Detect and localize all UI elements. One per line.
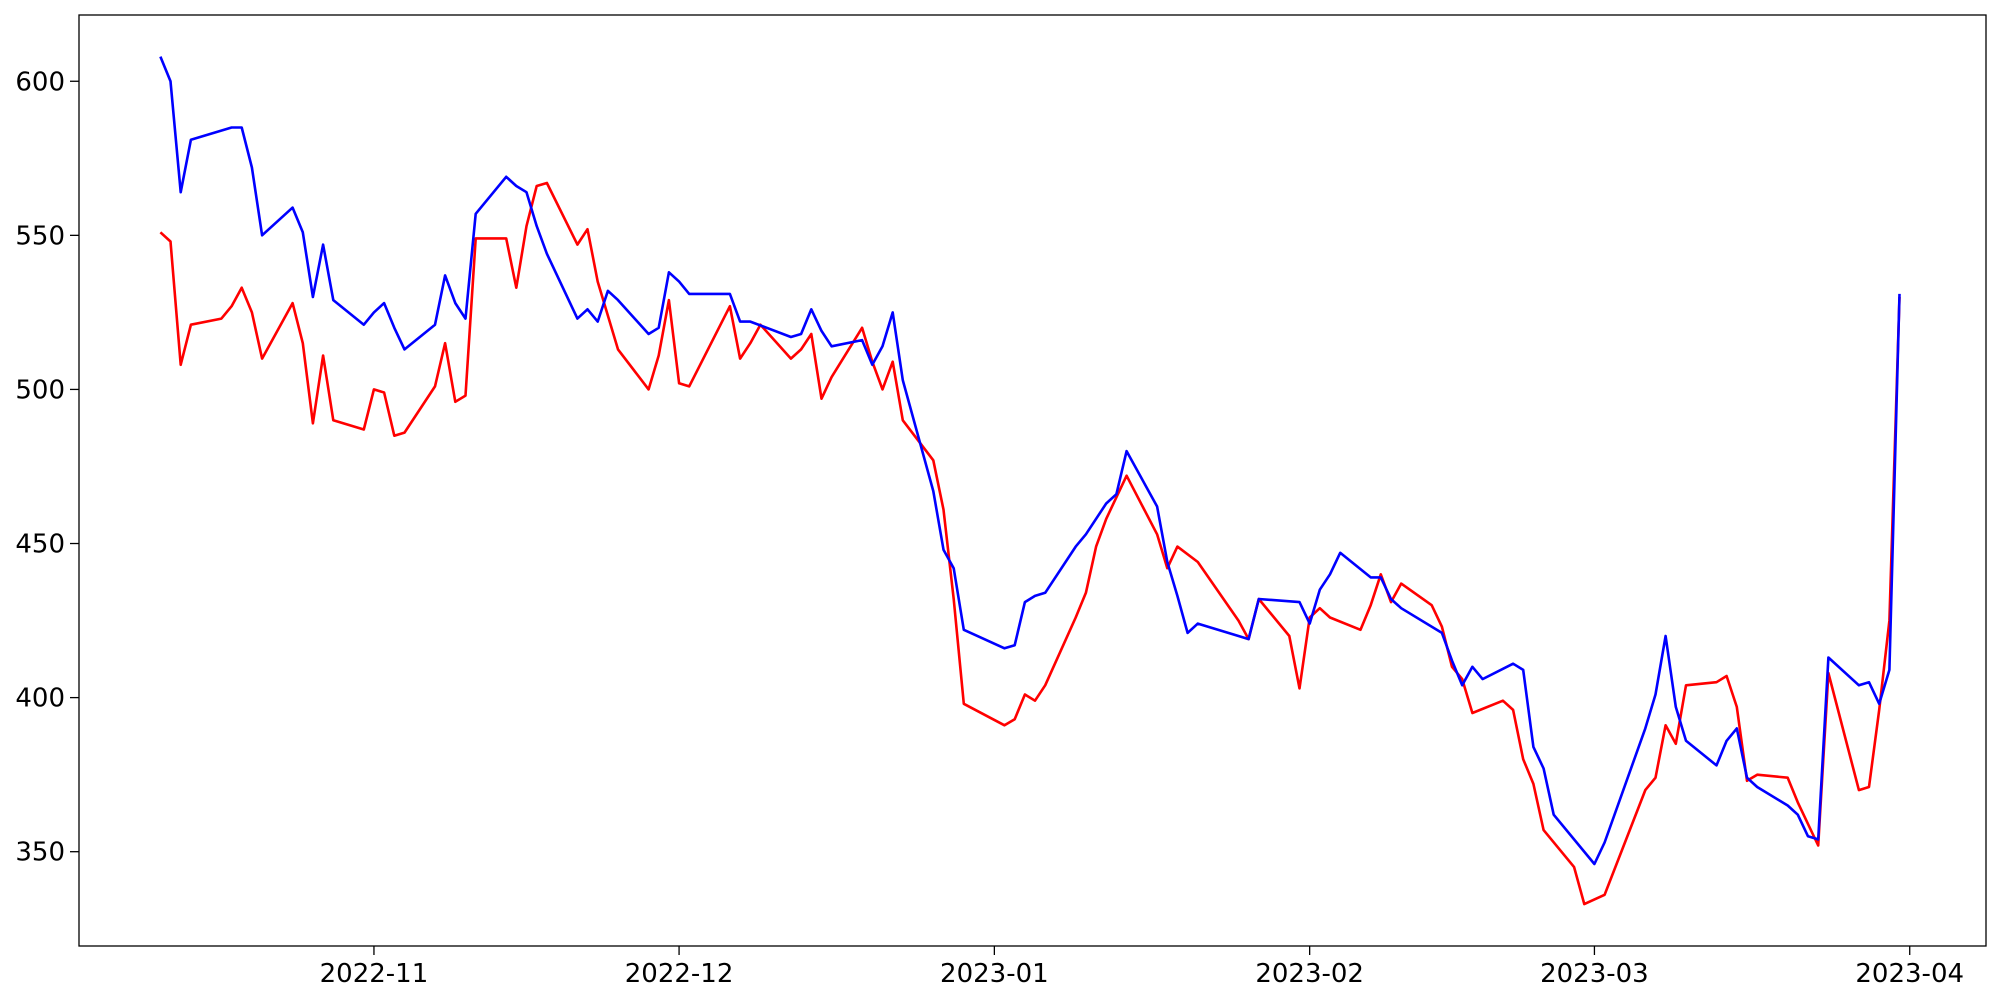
x-tick-label: 2023-01 — [940, 959, 1049, 989]
plot-frame — [78, 14, 1987, 947]
y-tick-label: 550 — [15, 221, 65, 251]
x-tick-label: 2023-04 — [1855, 959, 1964, 989]
x-tick-label: 2022-12 — [625, 959, 734, 989]
y-tick-label: 450 — [15, 530, 65, 560]
y-tick-label: 350 — [15, 838, 65, 868]
x-tick-label: 2022-11 — [320, 959, 429, 989]
y-tick-label: 500 — [15, 375, 65, 405]
y-tick-label: 600 — [15, 67, 65, 97]
x-tick-label: 2023-03 — [1540, 959, 1649, 989]
series-line — [159, 181, 1901, 906]
series-line — [159, 56, 1901, 866]
y-tick-label: 400 — [15, 684, 65, 714]
x-tick-label: 2023-02 — [1255, 959, 1364, 989]
